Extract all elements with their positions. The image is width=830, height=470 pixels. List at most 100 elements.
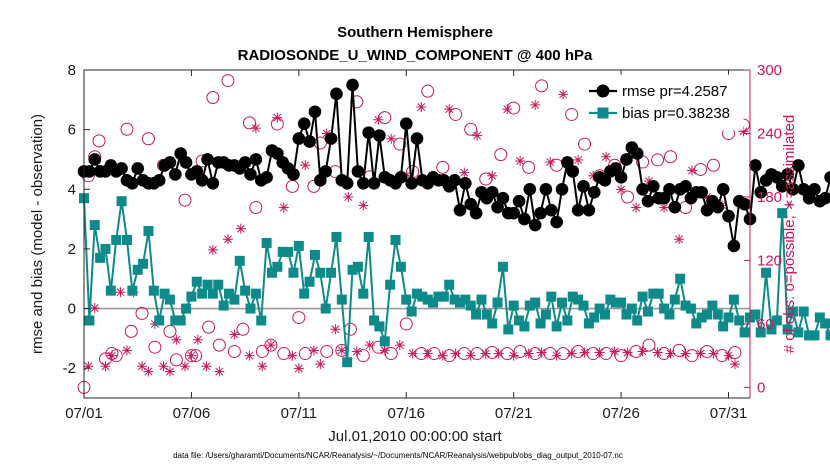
bias-point [707,300,718,311]
obs-possible-point [494,148,508,162]
obs-possible-point [124,324,138,338]
obs-possible-point [399,317,413,331]
obs-assimilated-point [265,340,276,351]
rmse-point [727,239,741,253]
bias-point [202,279,213,290]
rmse-point [179,156,193,169]
bias-point [218,300,229,311]
obs-assimilated-point [487,170,498,181]
bias-point [240,285,251,296]
obs-assimilated-point [459,167,470,178]
rmse-point [244,168,257,181]
obs-assimilated-point [330,324,341,335]
rmse-point [716,182,730,196]
chart-subtitle: RADIOSONDE_U_WIND_COMPONENT @ 400 hPa [238,47,593,64]
bias-point [428,297,439,308]
obs-possible-point [206,91,220,105]
bias-point [256,315,267,326]
obs-assimilated-point [579,347,590,358]
rmse-point [577,179,590,193]
bias-point [685,303,696,314]
bias-point [449,294,460,305]
bias-point [540,309,551,320]
bias-point [309,249,320,260]
bias-point [234,255,245,266]
rmse-point [330,87,343,101]
rmse-point [115,162,128,175]
rmse-point [512,194,526,208]
bias-point [315,267,326,278]
obs-assimilated-point [594,347,605,358]
rmse-point [292,132,306,145]
bias-point [417,291,428,302]
obs-possible-point [292,311,306,325]
obs-possible-point [651,153,665,167]
obs-possible-point [264,338,278,352]
bias-point [755,327,766,338]
bias-point [261,237,272,248]
bias-point [331,231,342,242]
bias-point [804,330,815,341]
bias-point [250,288,261,299]
y-tick-label: 8 [68,62,76,79]
x-tick-label: 07/11 [281,405,317,422]
bias-point [412,288,422,299]
bias-point [524,300,535,311]
bias-point [642,306,653,317]
bias-line [83,198,830,363]
obs-possible-point [255,344,269,358]
bias-point [771,315,782,326]
bias-point [390,234,401,245]
bias-point [272,261,283,272]
rmse-point [507,206,520,220]
rmse-point [636,182,649,196]
obs-assimilated-point [293,363,304,374]
rmse-point [738,197,751,211]
rmse-point [324,132,338,145]
bias-point [718,321,729,332]
obs-possible-point [578,137,592,151]
y-axis-right-label: # of obs: o=possible; ∗=assimilated [781,115,798,354]
obs-possible-point [236,322,250,336]
obs-assimilated-point [222,234,233,245]
y-tick-right-label: 240 [757,125,782,142]
obs-assimilated-point [631,202,642,213]
rmse-point [260,171,273,184]
bias-point [814,312,825,323]
y-axis-label: rmse and bias (model - observation) [29,114,46,354]
obs-assimilated-point [137,361,148,372]
rmse-point [630,147,644,160]
obs-possible-point [212,338,226,352]
chart-title: Southern Hemisphere [337,24,493,41]
bias-point [691,318,702,329]
bias-point [680,300,691,311]
y-tick-right-label: 60 [757,316,774,333]
obs-possible-point [535,79,549,93]
rmse-point [249,153,263,166]
bias-point [476,294,487,305]
obs-possible-point [421,84,435,98]
obs-possible-point [120,122,134,136]
rmse-point [469,206,483,220]
bias-point [358,288,369,299]
legend-box [582,74,744,131]
rmse-point [571,203,585,217]
bias-point [766,324,777,335]
obs-possible-point [242,116,256,130]
bias-point [551,321,562,332]
bias-point [648,288,659,299]
bias-point [299,288,310,299]
x-tick-label: 07/31 [710,405,748,422]
obs-possible-point [141,132,155,146]
obs-assimilated-point [83,361,94,372]
x-tick-label: 07/26 [602,405,640,422]
obs-assimilated-point [558,89,569,100]
obs-assimilated-point [472,130,483,141]
bias-point [514,315,525,326]
rmse-point [319,165,332,178]
rmse-point [587,185,601,199]
obs-possible-point [163,324,177,338]
obs-possible-point [522,160,536,174]
rmse-point [206,177,220,190]
rmse-point [518,212,531,226]
